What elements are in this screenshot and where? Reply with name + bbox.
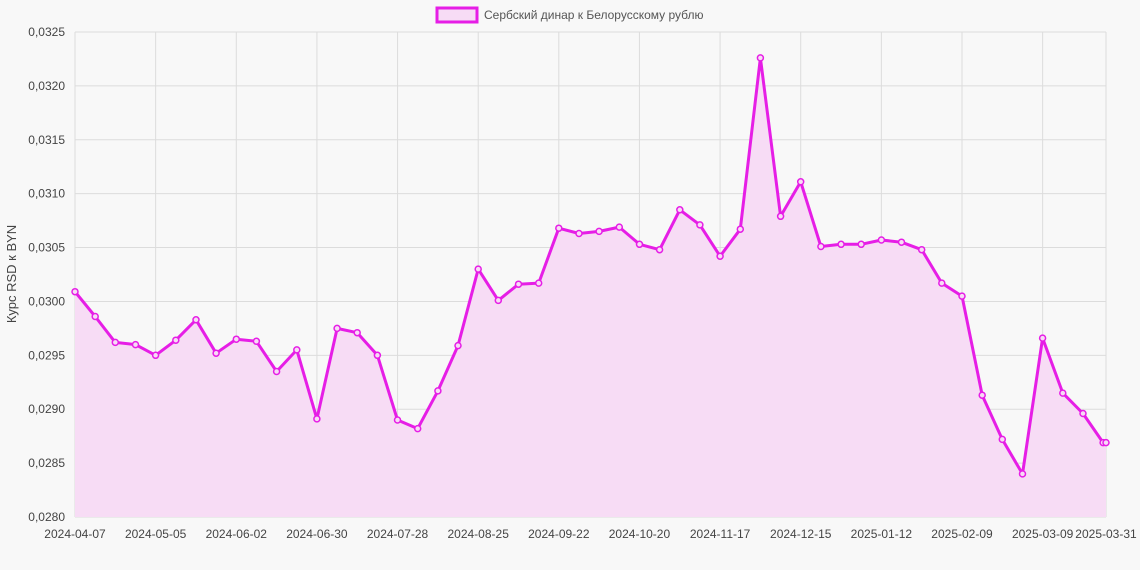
x-tick-label: 2024-06-02 bbox=[206, 527, 268, 541]
y-tick-label: 0,0300 bbox=[28, 294, 65, 308]
data-point[interactable] bbox=[151, 351, 160, 360]
data-point[interactable] bbox=[514, 280, 523, 288]
data-point[interactable] bbox=[696, 221, 704, 229]
data-point[interactable] bbox=[1038, 334, 1047, 342]
data-point[interactable] bbox=[575, 229, 583, 238]
x-axis-ticks: 2024-04-07 2024-05-05 2024-06-02 2024-06-30… bbox=[44, 527, 1137, 541]
data-point[interactable] bbox=[272, 367, 281, 376]
y-tick-label: 0,0315 bbox=[28, 133, 65, 147]
legend[interactable]: Сербский динар к Белорусскому рублю bbox=[435, 6, 704, 24]
x-tick-label: 2025-02-09 bbox=[931, 527, 993, 541]
data-point[interactable] bbox=[71, 287, 79, 296]
data-point[interactable] bbox=[615, 223, 624, 231]
data-point[interactable] bbox=[434, 387, 442, 395]
x-tick-label: 2024-09-22 bbox=[528, 527, 590, 541]
x-tick-label: 2024-07-28 bbox=[367, 527, 429, 541]
y-tick-label: 0,0290 bbox=[28, 402, 65, 416]
data-point[interactable] bbox=[494, 296, 503, 305]
x-tick-label: 2025-03-09 bbox=[1012, 527, 1074, 541]
data-point[interactable] bbox=[373, 351, 382, 360]
data-point[interactable] bbox=[655, 245, 664, 254]
y-axis-ticks: 0,0280 0,0285 0,0290 0,0295 0,0300 0,0305 0,03… bbox=[28, 25, 65, 524]
data-point[interactable] bbox=[958, 292, 966, 300]
y-tick-label: 0,0280 bbox=[28, 510, 65, 524]
data-point[interactable] bbox=[252, 337, 261, 346]
legend-label: Сербский динар к Белорусскому рублю bbox=[484, 8, 704, 22]
data-point[interactable] bbox=[736, 225, 745, 233]
data-point[interactable] bbox=[313, 415, 321, 423]
y-tick-label: 0,0285 bbox=[28, 456, 65, 470]
data-point[interactable] bbox=[635, 240, 644, 249]
x-tick-label: 2024-08-25 bbox=[447, 527, 509, 541]
data-point[interactable] bbox=[676, 206, 684, 214]
x-tick-label: 2024-06-30 bbox=[286, 527, 348, 541]
data-point[interactable] bbox=[998, 435, 1007, 444]
data-point[interactable] bbox=[192, 316, 200, 324]
data-point[interactable] bbox=[172, 336, 180, 344]
y-axis-title: Курс RSD к BYN bbox=[4, 225, 19, 323]
y-tick-label: 0,0320 bbox=[28, 79, 65, 93]
data-point[interactable] bbox=[413, 424, 422, 433]
x-tick-label: 2024-12-15 bbox=[770, 527, 832, 541]
legend-swatch bbox=[435, 6, 479, 24]
plot-area bbox=[71, 54, 1110, 518]
data-point[interactable] bbox=[131, 340, 140, 349]
data-point[interactable] bbox=[1102, 438, 1110, 447]
data-point[interactable] bbox=[938, 279, 946, 287]
data-point[interactable] bbox=[817, 242, 825, 251]
x-tick-label: 2024-04-07 bbox=[44, 527, 106, 541]
data-point[interactable] bbox=[877, 236, 886, 244]
data-point[interactable] bbox=[1059, 389, 1067, 397]
x-tick-label: 2024-11-17 bbox=[690, 527, 751, 541]
x-tick-label: 2024-10-20 bbox=[609, 527, 671, 541]
x-tick-label: 2025-01-12 bbox=[851, 527, 913, 541]
data-point[interactable] bbox=[897, 238, 906, 246]
data-point[interactable] bbox=[776, 212, 785, 221]
data-point[interactable] bbox=[91, 312, 99, 321]
y-tick-label: 0,0295 bbox=[28, 348, 65, 362]
data-point[interactable] bbox=[474, 265, 482, 273]
data-point[interactable] bbox=[1018, 470, 1027, 478]
data-point[interactable] bbox=[837, 240, 845, 249]
y-tick-label: 0,0305 bbox=[28, 241, 65, 255]
data-point[interactable] bbox=[1079, 409, 1087, 418]
x-tick-label: 2025-03-31 bbox=[1075, 527, 1137, 541]
data-point[interactable] bbox=[595, 227, 603, 236]
data-point[interactable] bbox=[978, 391, 986, 399]
data-point[interactable] bbox=[917, 245, 926, 254]
data-point[interactable] bbox=[293, 346, 301, 354]
data-point[interactable] bbox=[454, 341, 462, 350]
y-tick-label: 0,0325 bbox=[28, 25, 65, 39]
data-point[interactable] bbox=[333, 324, 341, 333]
data-point[interactable] bbox=[857, 240, 865, 249]
data-point[interactable] bbox=[716, 252, 724, 260]
data-point[interactable] bbox=[111, 338, 120, 347]
data-point[interactable] bbox=[796, 178, 805, 186]
y-tick-label: 0,0310 bbox=[28, 187, 65, 201]
series-area bbox=[75, 57, 1106, 518]
data-point[interactable] bbox=[756, 54, 765, 62]
data-point[interactable] bbox=[534, 279, 543, 287]
data-point[interactable] bbox=[212, 349, 220, 357]
x-tick-label: 2024-05-05 bbox=[125, 527, 187, 541]
data-point[interactable] bbox=[232, 335, 241, 343]
data-point[interactable] bbox=[555, 224, 563, 232]
data-point[interactable] bbox=[353, 328, 361, 337]
data-point[interactable] bbox=[393, 416, 402, 424]
